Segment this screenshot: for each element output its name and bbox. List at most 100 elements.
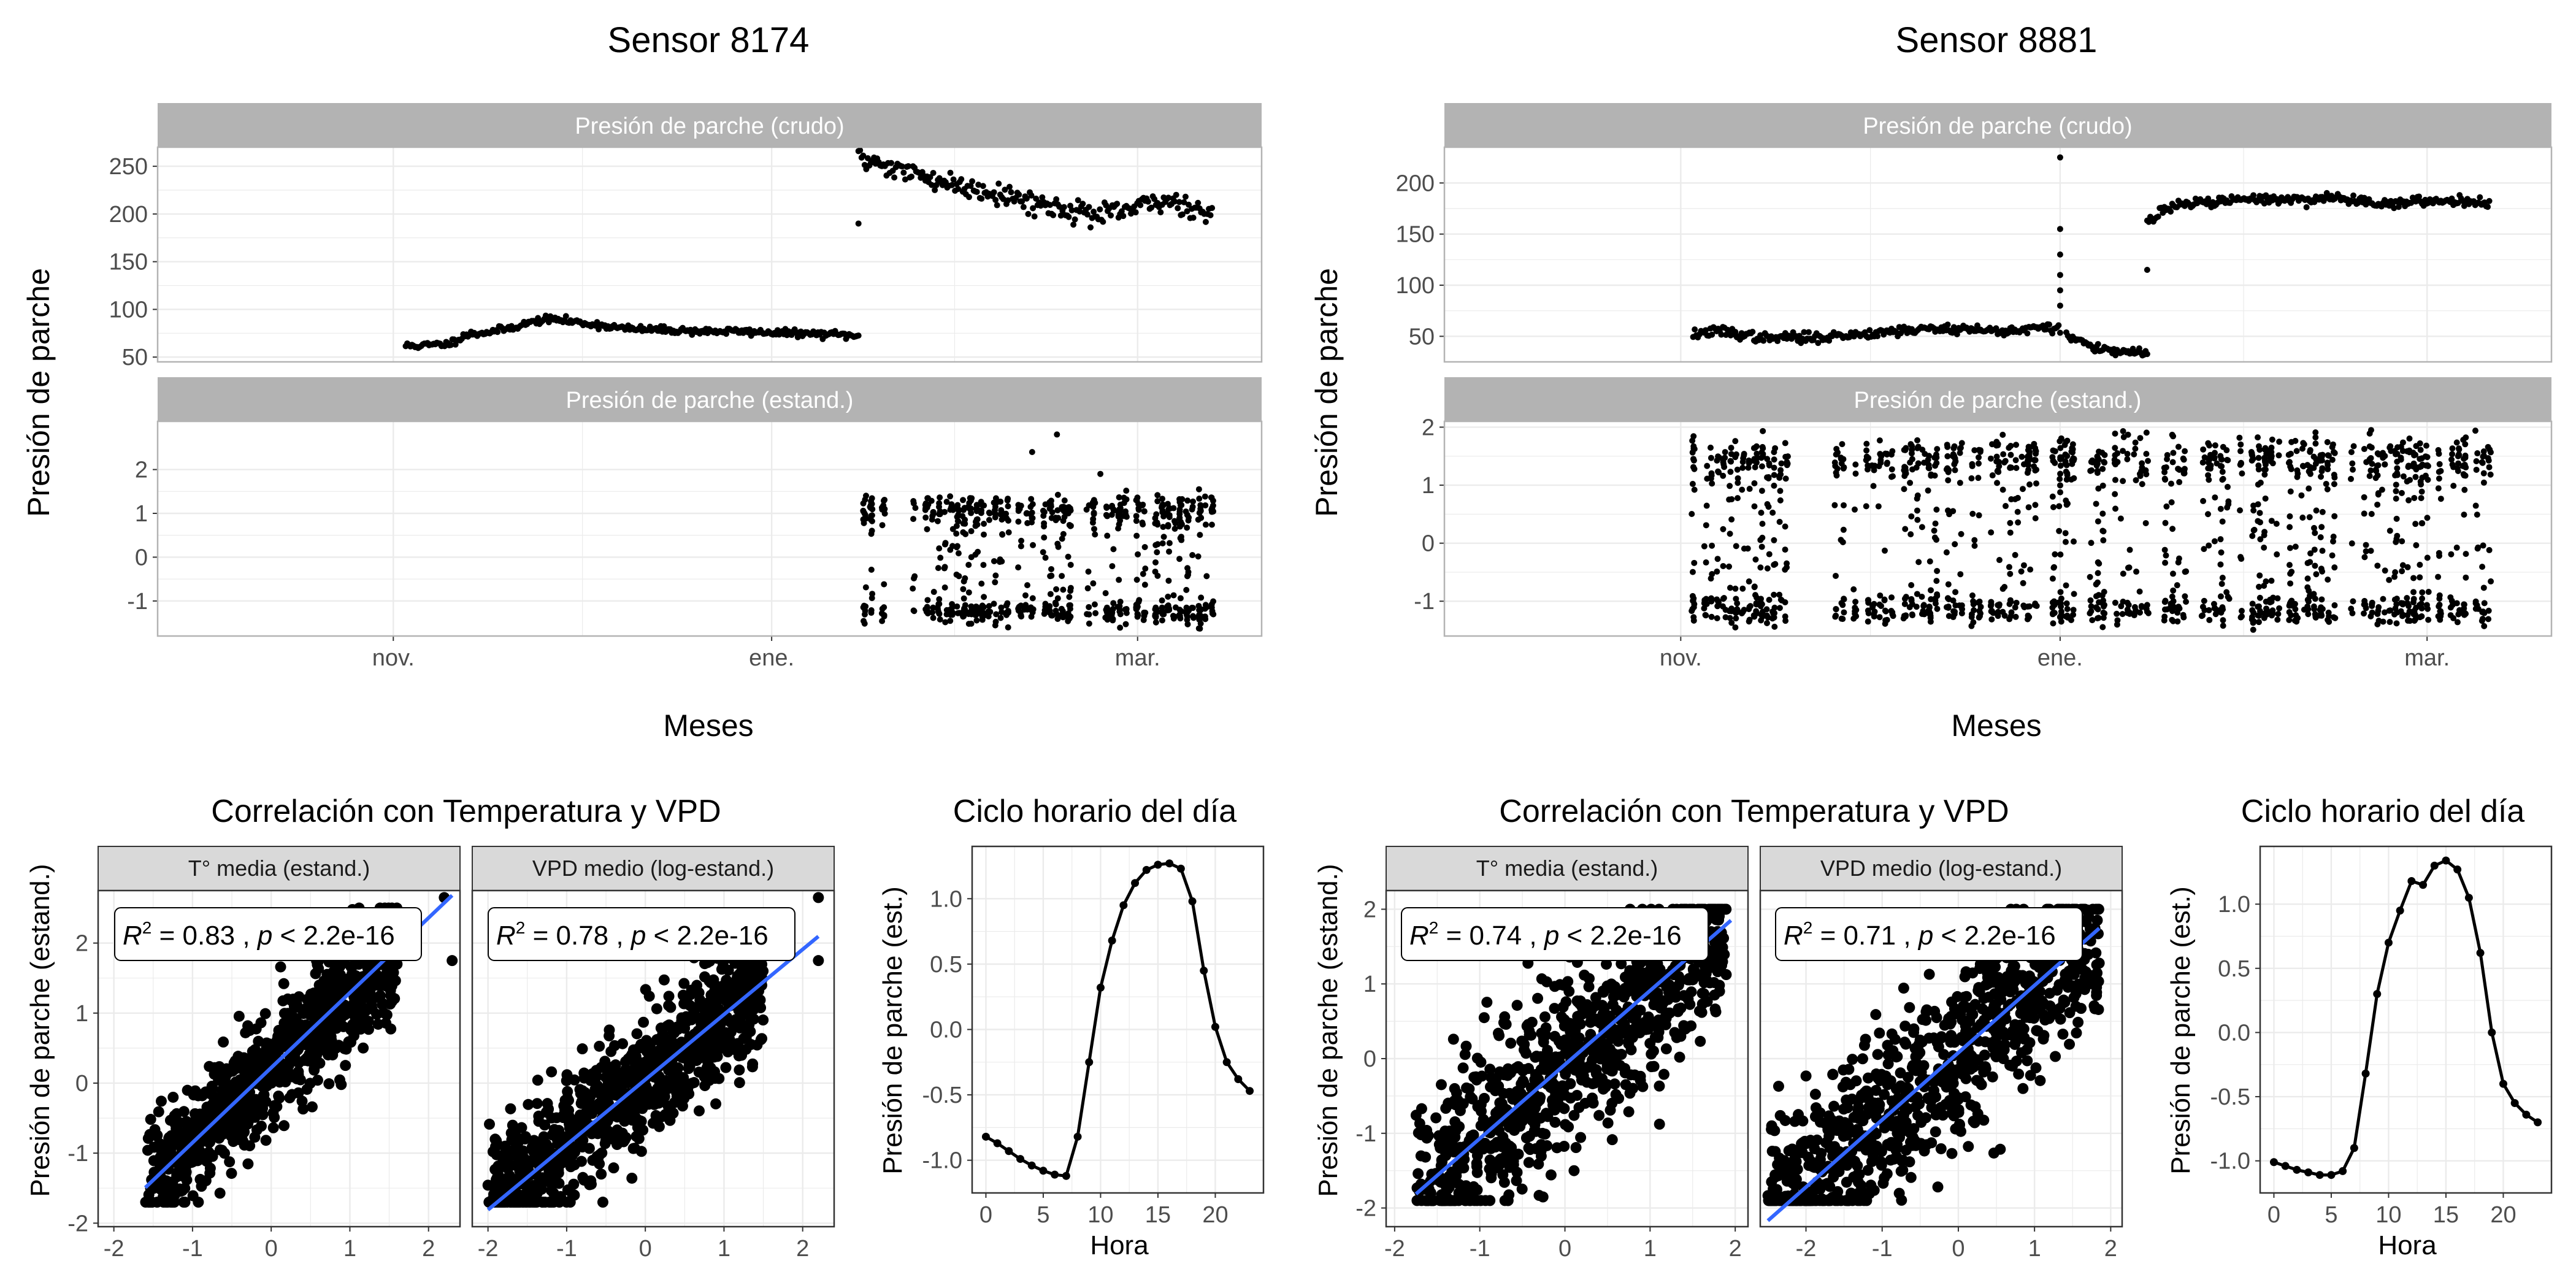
cycle-point bbox=[1131, 879, 1140, 887]
data-point bbox=[2126, 546, 2133, 553]
data-point bbox=[2089, 617, 2096, 624]
data-point bbox=[1022, 592, 1029, 599]
data-point bbox=[1210, 598, 1217, 605]
data-point bbox=[2024, 330, 2031, 337]
data-point bbox=[565, 1161, 577, 1173]
data-point bbox=[1728, 458, 1735, 465]
data-point bbox=[1901, 486, 1907, 493]
data-point bbox=[1759, 443, 1766, 450]
data-point bbox=[928, 497, 935, 504]
data-point bbox=[1060, 204, 1067, 210]
data-point bbox=[1732, 585, 1739, 592]
data-point bbox=[377, 999, 388, 1010]
data-point bbox=[1709, 480, 1715, 487]
data-point bbox=[1110, 600, 1117, 607]
data-point bbox=[1833, 445, 1840, 452]
strip-raw-a bbox=[158, 103, 1262, 147]
data-point bbox=[640, 984, 651, 995]
data-point bbox=[2256, 510, 2263, 516]
x-tick-label: 0 bbox=[979, 1202, 992, 1228]
data-point bbox=[226, 1168, 237, 1179]
data-point bbox=[899, 163, 905, 170]
data-point bbox=[1863, 440, 1870, 447]
data-point bbox=[2161, 599, 2168, 605]
x-tick-label: 0 bbox=[265, 1236, 278, 1262]
data-point bbox=[1907, 480, 1914, 486]
data-point bbox=[2239, 470, 2245, 477]
data-point bbox=[267, 1122, 279, 1133]
data-point bbox=[868, 610, 875, 616]
data-point bbox=[546, 1066, 558, 1078]
data-point bbox=[1092, 610, 1099, 616]
data-point bbox=[1758, 543, 1765, 550]
data-point bbox=[250, 1023, 262, 1035]
data-point bbox=[1726, 563, 1733, 570]
data-point bbox=[1015, 564, 1022, 571]
data-point bbox=[2136, 588, 2143, 595]
data-point bbox=[1952, 541, 1958, 548]
y-tick-label: 2 bbox=[75, 931, 88, 957]
data-point bbox=[1184, 611, 1190, 618]
data-point bbox=[861, 510, 868, 516]
data-point bbox=[992, 572, 999, 579]
data-point bbox=[1945, 604, 1952, 611]
data-point bbox=[1739, 585, 1746, 592]
data-point bbox=[965, 611, 972, 618]
data-point bbox=[1018, 612, 1024, 619]
data-point bbox=[2288, 569, 2295, 575]
data-point bbox=[941, 508, 948, 515]
data-point bbox=[240, 1027, 251, 1038]
chart-s8174-cycle: -1.0-0.50.00.51.00 5 10 15 20 bbox=[922, 845, 1265, 1228]
cycle-point bbox=[1039, 1167, 1048, 1175]
data-point bbox=[2275, 452, 2282, 459]
data-point bbox=[930, 169, 937, 176]
data-point bbox=[1841, 609, 1847, 616]
data-point bbox=[1850, 615, 1857, 622]
data-point bbox=[2182, 448, 2188, 454]
data-point bbox=[1054, 491, 1061, 498]
data-point bbox=[2095, 559, 2101, 565]
data-point bbox=[1067, 588, 1074, 594]
data-point bbox=[2261, 471, 2268, 478]
data-point bbox=[2101, 459, 2107, 466]
data-point bbox=[672, 1062, 684, 1074]
data-point bbox=[2204, 511, 2211, 518]
data-point bbox=[276, 1071, 288, 1083]
data-point bbox=[1970, 619, 1977, 626]
data-point bbox=[1177, 595, 1184, 602]
data-point bbox=[1732, 438, 1739, 445]
data-point bbox=[1091, 526, 1097, 532]
data-point bbox=[2013, 465, 2020, 472]
data-point bbox=[2303, 204, 2310, 210]
data-point bbox=[1154, 572, 1161, 579]
data-point bbox=[2206, 459, 2212, 466]
data-point bbox=[1869, 604, 1876, 611]
data-point bbox=[981, 594, 987, 600]
data-point bbox=[1877, 459, 1884, 466]
data-point bbox=[2293, 448, 2300, 454]
data-point bbox=[2144, 602, 2150, 608]
data-point bbox=[1764, 456, 1771, 462]
data-point bbox=[1766, 596, 1773, 603]
data-point bbox=[1933, 578, 1940, 585]
data-point bbox=[2200, 497, 2207, 504]
data-point bbox=[2163, 503, 2170, 510]
data-point bbox=[868, 495, 875, 502]
data-point bbox=[912, 505, 919, 512]
data-point bbox=[979, 183, 986, 190]
data-point bbox=[2055, 599, 2062, 606]
y-tick-label: 1 bbox=[135, 501, 148, 527]
data-point bbox=[2217, 593, 2224, 600]
data-point bbox=[1931, 472, 1938, 479]
data-point bbox=[1703, 559, 1709, 566]
data-point-outlier bbox=[813, 892, 824, 903]
data-point bbox=[1029, 595, 1036, 602]
data-point bbox=[2033, 466, 2040, 473]
data-point bbox=[1732, 454, 1739, 461]
data-point bbox=[1925, 487, 1931, 494]
data-point bbox=[1159, 496, 1166, 502]
data-point bbox=[1734, 606, 1741, 613]
data-point bbox=[1133, 513, 1140, 519]
data-point bbox=[1704, 462, 1711, 469]
data-point bbox=[1148, 204, 1155, 211]
